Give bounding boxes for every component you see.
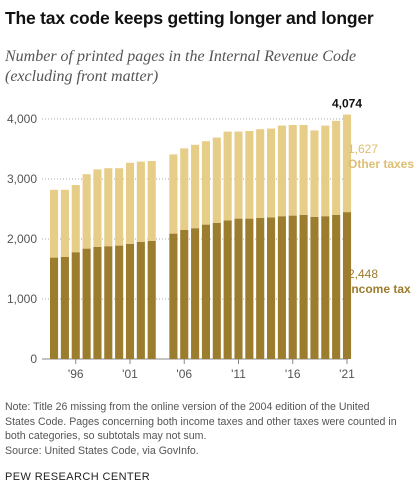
- bar-other-2005: [169, 154, 178, 234]
- bar-other-2009: [212, 137, 221, 223]
- bar-income-2016: [288, 215, 297, 359]
- bar-other-2016: [288, 125, 297, 216]
- bar-other-1999: [104, 168, 113, 247]
- chart-subtitle: Number of printed pages in the Internal …: [5, 47, 415, 87]
- source-text: Source: United States Code, via GovInfo.: [5, 444, 199, 457]
- note-line-3: both categories, so subtotals may not su…: [5, 430, 207, 442]
- bar-other-1994: [50, 189, 59, 258]
- bar-income-2020: [332, 215, 341, 359]
- chart-note: Note: Title 26 missing from the online v…: [5, 400, 417, 458]
- bar-other-2018: [310, 130, 319, 217]
- bar-other-2017: [299, 125, 308, 215]
- bar-other-2014: [267, 128, 276, 218]
- y-tick-label-4000: 4,000: [7, 112, 37, 126]
- bar-income-2001: [125, 243, 135, 359]
- bar-income-2002: [136, 242, 145, 359]
- chart-title: The tax code keeps getting longer and lo…: [5, 8, 374, 28]
- bar-other-1996: [71, 185, 80, 253]
- bar-other-2010: [223, 131, 232, 221]
- x-tick-label-2006: '06: [176, 367, 192, 381]
- y-tick-label-3000: 3,000: [7, 172, 37, 186]
- footer-brand: PEW RESEARCH CENTER: [5, 471, 151, 483]
- note-line-1: Note: Title 26 missing from the online v…: [5, 401, 370, 413]
- x-tick-label-2001: '01: [122, 367, 138, 381]
- bar-income-2012: [245, 218, 254, 359]
- bar-other-1998: [93, 169, 102, 247]
- bar-income-2006: [180, 230, 189, 359]
- bar-income-2010: [223, 220, 232, 359]
- bar-income-2017: [299, 215, 308, 359]
- other-taxes-label: Other taxes: [348, 157, 414, 171]
- bar-income-1997: [82, 248, 91, 359]
- other-taxes-value: 1,627: [348, 142, 378, 156]
- bar-other-2015: [277, 125, 286, 217]
- bar-income-2018: [310, 216, 319, 359]
- subtitle-line-1: Number of printed pages in the Internal …: [5, 48, 357, 65]
- bar-other-2021: [342, 114, 352, 213]
- bar-other-2012: [245, 131, 254, 219]
- bar-other-2020: [332, 120, 341, 215]
- x-tick-label-2016: '16: [285, 367, 301, 381]
- bar-other-2007: [191, 144, 200, 229]
- stacked-bar-chart: 0 1,000 2,000 3,000 4,000 '96 '01 '06 '11 '16 '21 4…: [7, 97, 414, 381]
- bar-income-2019: [321, 216, 330, 359]
- bar-income-2021: [342, 212, 352, 359]
- bar-income-1996: [71, 252, 80, 359]
- bar-income-2008: [201, 224, 210, 359]
- bar-other-1997: [82, 174, 91, 249]
- bar-other-2000: [115, 168, 124, 246]
- total-value-label: 4,074: [332, 97, 362, 111]
- bar-income-1998: [93, 246, 102, 359]
- x-tick-label-1996: '96: [68, 367, 84, 381]
- bar-income-2013: [256, 218, 265, 359]
- bar-other-2003: [147, 161, 156, 241]
- bar-income-2011: [234, 218, 243, 359]
- bar-other-2006: [180, 148, 189, 230]
- subtitle-line-2: (excluding front matter): [5, 68, 159, 85]
- bar-income-2015: [277, 216, 286, 359]
- income-tax-label: Income tax: [348, 282, 411, 296]
- y-tick-label-0: 0: [30, 352, 37, 366]
- bar-other-1995: [60, 189, 69, 257]
- bar-income-2000: [115, 245, 124, 359]
- x-tick-label-2011: '11: [231, 367, 246, 381]
- bar-other-2002: [136, 161, 145, 242]
- y-tick-label-1000: 1,000: [7, 292, 37, 306]
- bar-income-1999: [104, 246, 113, 359]
- income-tax-value: 2,448: [348, 267, 378, 281]
- bar-income-2003: [147, 240, 156, 359]
- bar-income-1995: [60, 257, 69, 359]
- note-line-2: States Code. Pages concerning both incom…: [5, 415, 397, 428]
- bar-other-2013: [256, 129, 265, 218]
- bar-other-2008: [201, 141, 210, 225]
- bar-other-2019: [321, 125, 330, 217]
- bar-income-2009: [212, 222, 221, 359]
- bar-income-1994: [50, 257, 59, 359]
- bar-other-2001: [125, 162, 135, 244]
- bar-income-2014: [267, 217, 276, 359]
- bar-income-2005: [169, 233, 178, 359]
- y-tick-label-2000: 2,000: [7, 232, 37, 246]
- bar-other-2011: [234, 131, 243, 219]
- x-tick-label-2021: '21: [339, 367, 355, 381]
- bar-income-2007: [191, 228, 200, 359]
